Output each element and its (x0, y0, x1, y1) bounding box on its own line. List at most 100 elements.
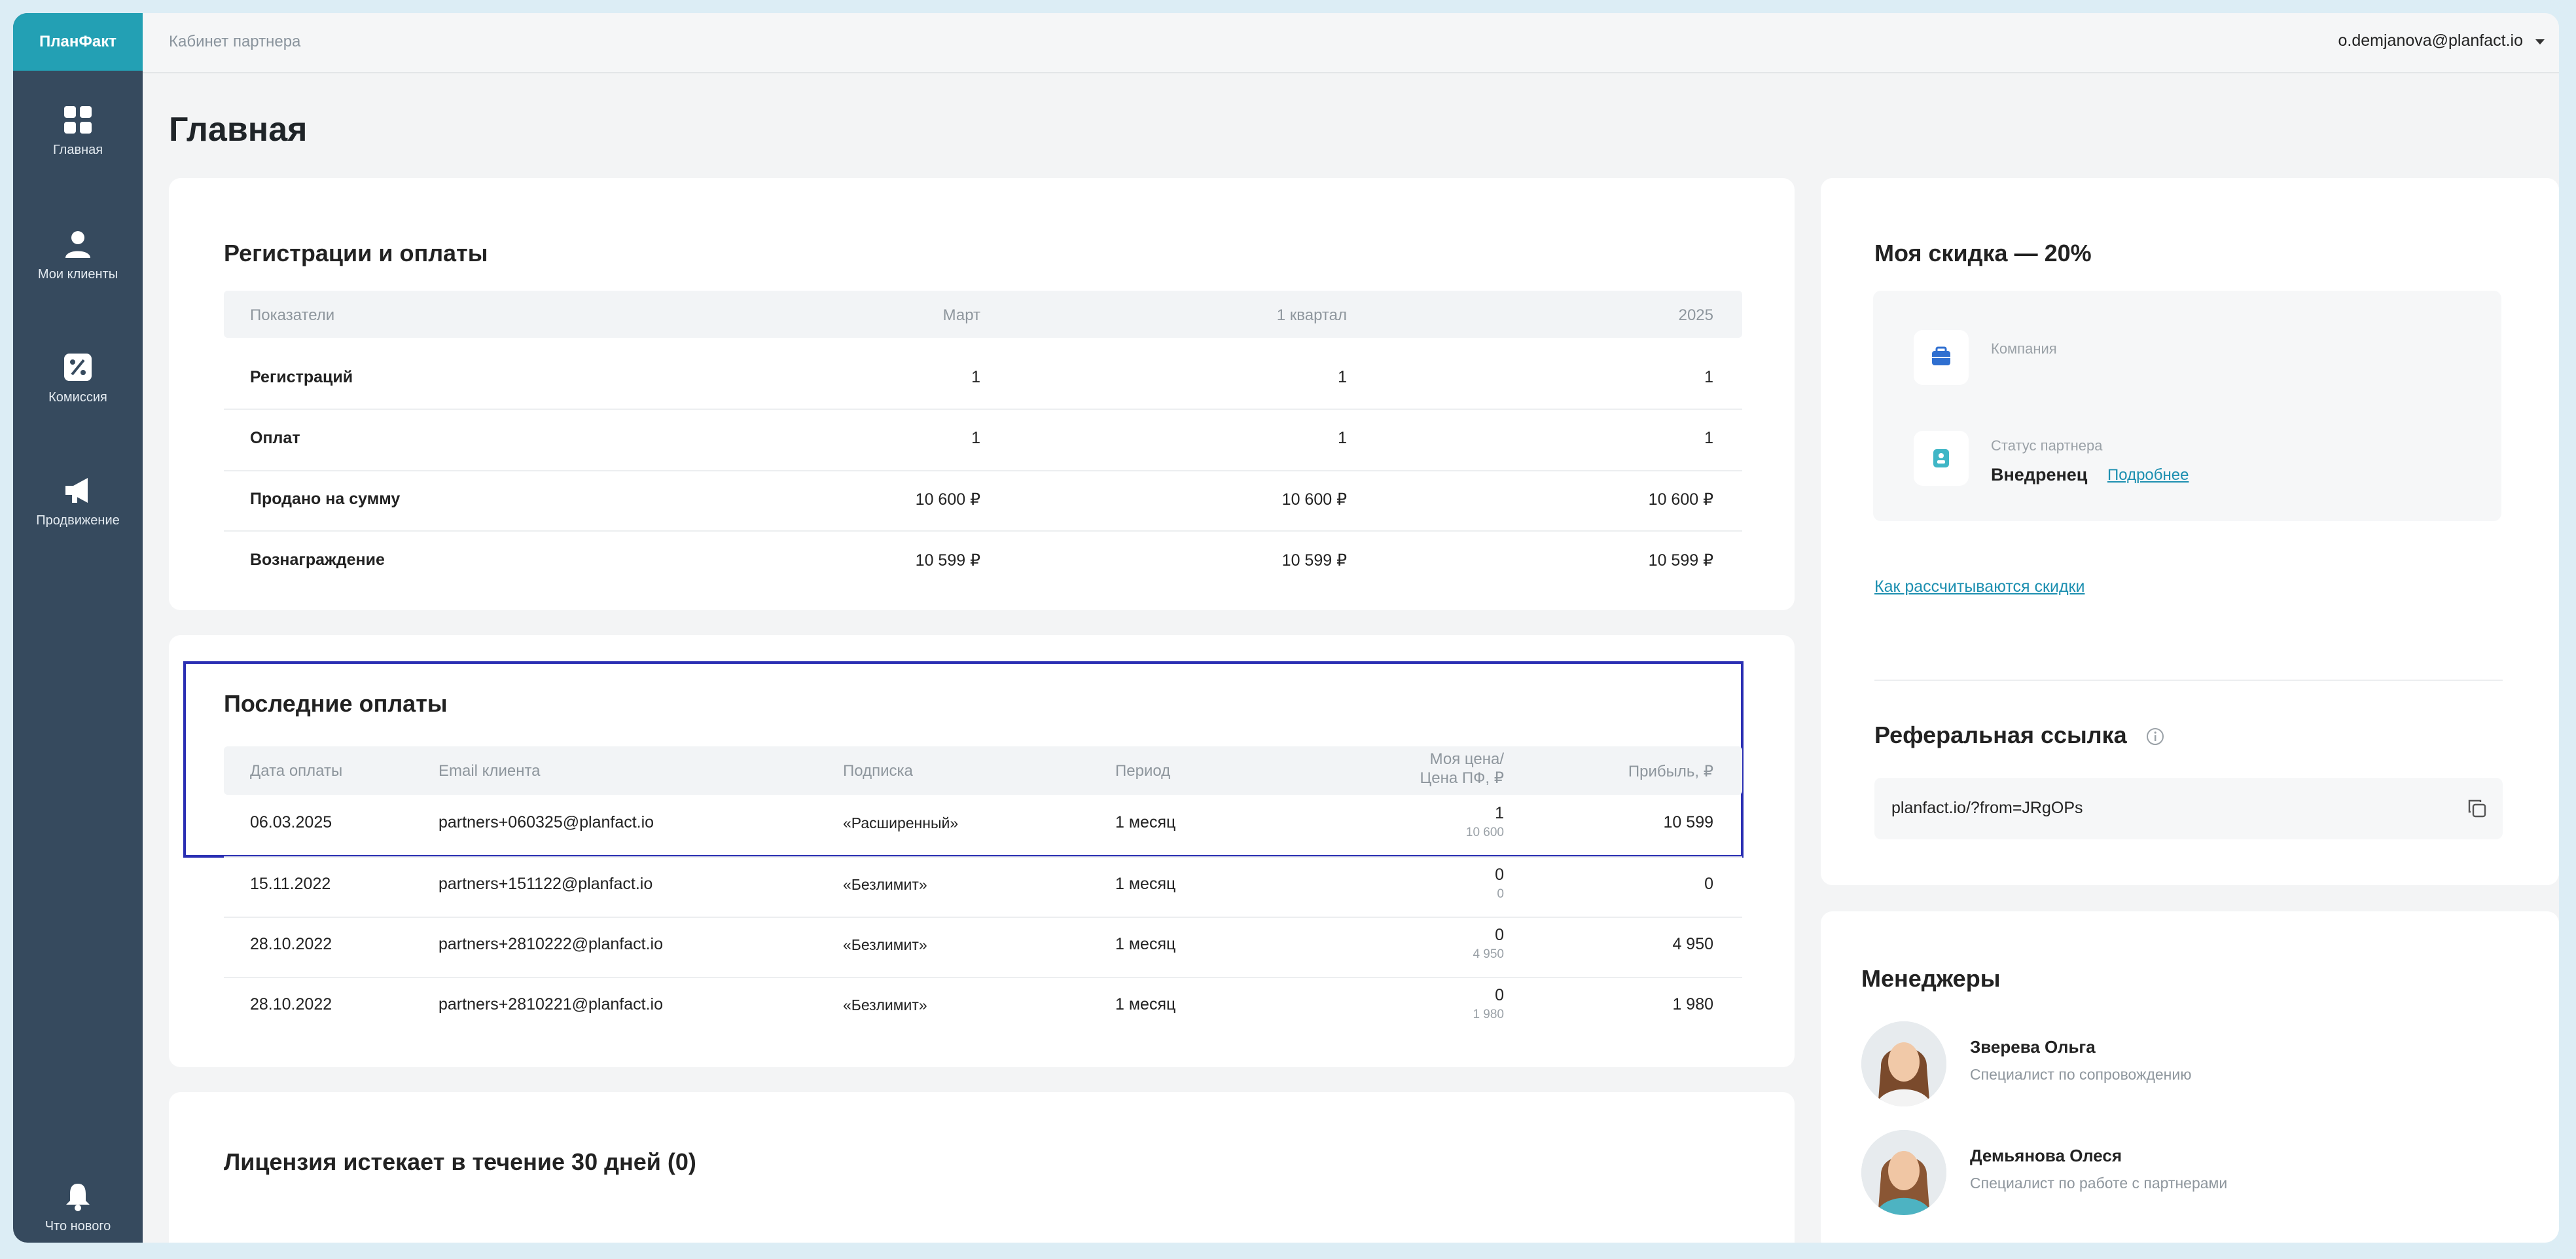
column-header: Моя цена/ (1429, 750, 1504, 768)
table-cell: 10 600 ₽ (1281, 490, 1347, 509)
sidebar-item-home[interactable]: Главная (13, 105, 143, 158)
sidebar: ПланФакт Главная Мои клиенты Комиссия (13, 13, 143, 1243)
pf-price: 10 600 (1465, 826, 1504, 839)
megaphone-icon (65, 478, 88, 503)
sidebar-item-promotion[interactable]: Продвижение (13, 475, 143, 528)
period: 1 месяц (1115, 995, 1176, 1013)
avatar (1861, 1130, 1946, 1215)
card-title: Менеджеры (1861, 965, 2001, 992)
subscription: «Безлимит» (843, 996, 927, 1013)
column-header: Период (1115, 762, 1171, 780)
column-header: 1 квартал (1276, 306, 1347, 324)
badge-icon (1933, 449, 1949, 467)
person-photo-icon (1861, 1021, 1946, 1106)
table-cell: 1 (971, 429, 980, 447)
subscription: «Безлимит» (843, 876, 927, 893)
license-card: Лицензия истекает в течение 30 дней (0) (169, 1092, 1795, 1243)
registrations-card: Регистрации и оплаты Показатели Март 1 к… (169, 178, 1795, 610)
payment-date: 06.03.2025 (250, 813, 332, 831)
bell-icon (66, 1184, 90, 1211)
card-title: Моя скидка — 20% (1874, 240, 2092, 266)
divider (224, 977, 1742, 978)
row-label: Регистраций (250, 368, 353, 386)
subscription: «Безлимит» (843, 936, 927, 953)
profit: 1 980 (1672, 995, 1713, 1013)
column-header: Дата оплаты (250, 762, 343, 780)
period: 1 месяц (1115, 875, 1176, 893)
divider (224, 409, 1742, 410)
table-cell: 1 (971, 368, 980, 386)
table-cell: 1 (1704, 429, 1713, 447)
column-header: 2025 (1678, 306, 1713, 324)
card-title: Регистрации и оплаты (224, 240, 488, 266)
card-title: Последние оплаты (224, 690, 448, 717)
profit: 4 950 (1672, 935, 1713, 953)
row-label: Вознаграждение (250, 551, 385, 569)
divider (1874, 680, 2503, 681)
pf-price: 4 950 (1473, 947, 1504, 961)
my-price: 1 (1495, 804, 1504, 822)
company-label: Компания (1991, 340, 2057, 357)
more-link[interactable]: Подробнее (2107, 466, 2189, 484)
table-header (224, 746, 1742, 795)
my-price: 0 (1495, 926, 1504, 944)
profit: 0 (1704, 875, 1713, 893)
avatar (1861, 1021, 1946, 1106)
breadcrumb: Кабинет партнера (169, 33, 301, 50)
sidebar-item-commission[interactable]: Комиссия (13, 352, 143, 405)
table-cell: 10 599 ₽ (1281, 551, 1347, 570)
copy-icon[interactable] (2466, 797, 2488, 820)
sidebar-item-label: Что нового (45, 1219, 111, 1233)
status-icon-box (1914, 431, 1969, 486)
referral-link-field[interactable]: planfact.io/?from=JRgOPs (1874, 778, 2503, 839)
company-icon-box (1914, 330, 1969, 385)
partner-info-box: Компания Статус партнера Внедренец Подро… (1873, 291, 2501, 521)
managers-card: Менеджеры Зверева Ольга Специалист по со… (1821, 911, 2559, 1243)
page-title: Главная (169, 111, 308, 149)
pf-price: 0 (1497, 887, 1504, 901)
card-title: Лицензия истекает в течение 30 дней (0) (224, 1148, 696, 1175)
table-header (224, 291, 1742, 338)
table-cell: 10 599 ₽ (1648, 551, 1713, 570)
divider (224, 530, 1742, 532)
column-header: Показатели (250, 306, 335, 324)
table-cell: 1 (1704, 368, 1713, 386)
payment-date: 28.10.2022 (250, 935, 332, 953)
sidebar-item-whats-new[interactable]: Что нового (13, 1182, 143, 1234)
period: 1 месяц (1115, 813, 1176, 831)
info-icon[interactable] (2145, 727, 2165, 746)
app-window: ПланФакт Главная Мои клиенты Комиссия (13, 13, 2559, 1243)
manager-role: Специалист по сопровождению (1970, 1066, 2192, 1083)
manager-role: Специалист по работе с партнерами (1970, 1175, 2228, 1192)
table-cell: 10 600 ₽ (915, 490, 980, 509)
payment-date: 28.10.2022 (250, 995, 332, 1013)
column-header: Цена ПФ, ₽ (1420, 769, 1504, 787)
row-label: Продано на сумму (250, 490, 401, 508)
status-label: Статус партнера (1991, 437, 2103, 454)
status-value: Внедренец (1991, 465, 2088, 484)
sidebar-item-label: Комиссия (48, 390, 107, 405)
manager-name: Демьянова Олеся (1970, 1146, 2122, 1165)
subscription: «Расширенный» (843, 814, 959, 831)
divider (224, 470, 1742, 471)
percent-icon (64, 354, 92, 381)
grid-icon (64, 106, 92, 134)
sidebar-item-label: Главная (52, 143, 103, 157)
top-bar: Кабинет партнера o.demjanova@planfact.io (143, 13, 2559, 73)
divider (224, 917, 1742, 918)
sidebar-item-label: Мои клиенты (37, 267, 118, 282)
column-header: Прибыль, ₽ (1628, 763, 1713, 780)
user-menu[interactable]: o.demjanova@planfact.io (2338, 31, 2524, 50)
my-price: 0 (1495, 986, 1504, 1004)
period: 1 месяц (1115, 935, 1176, 953)
referral-title: Реферальная ссылка (1874, 721, 2127, 748)
how-discounts-link[interactable]: Как рассчитываются скидки (1874, 577, 2085, 596)
person-photo-icon (1861, 1130, 1946, 1215)
column-header: Email клиента (438, 762, 541, 780)
row-label: Оплат (250, 429, 300, 447)
payment-date: 15.11.2022 (250, 875, 331, 893)
brand-logo[interactable]: ПланФакт (13, 13, 143, 71)
chevron-down-icon[interactable] (2535, 39, 2545, 45)
column-header: Март (942, 306, 980, 324)
sidebar-item-clients[interactable]: Мои клиенты (13, 229, 143, 282)
